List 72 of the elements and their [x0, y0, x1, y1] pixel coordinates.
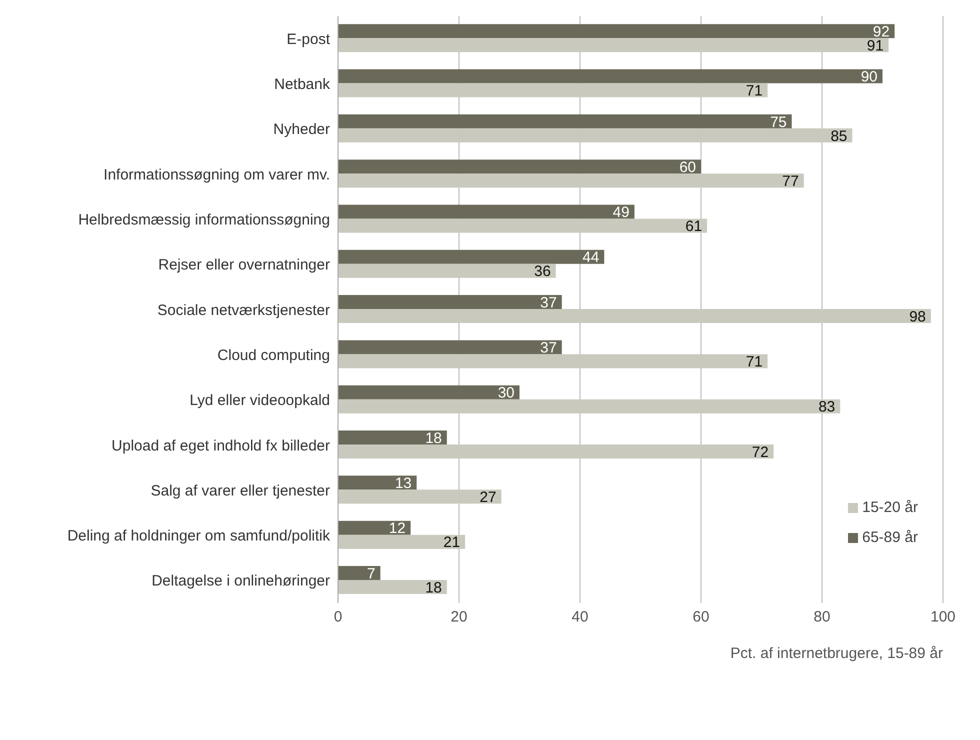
bar — [338, 520, 411, 535]
data-label: 13 — [394, 474, 412, 492]
bar — [338, 24, 895, 38]
bar — [338, 250, 604, 264]
data-label: 44 — [582, 249, 600, 266]
bar — [338, 160, 701, 174]
y-tick-label: Rejser eller overnatninger — [158, 256, 330, 274]
bar — [338, 264, 556, 278]
data-label: 71 — [746, 354, 763, 371]
x-tick-label: 80 — [814, 608, 830, 626]
bar — [338, 309, 931, 324]
bar — [338, 114, 792, 128]
bar — [338, 580, 447, 594]
data-label: 49 — [612, 204, 630, 222]
data-label: 37 — [540, 294, 557, 312]
y-tick-label: Cloud computing — [217, 346, 330, 364]
y-tick-label: Upload af eget indhold fx billeder — [112, 437, 330, 454]
y-tick-label: E-post — [286, 30, 331, 48]
data-label: 61 — [685, 218, 702, 236]
data-label: 60 — [679, 158, 696, 176]
bar — [338, 295, 562, 310]
bar — [338, 38, 889, 52]
data-label: 36 — [534, 263, 551, 280]
bar — [338, 83, 768, 98]
bar — [338, 566, 380, 580]
data-label: 71 — [746, 82, 763, 100]
y-tick-label: Deltagelse i onlinehøringer — [152, 572, 330, 590]
data-label: 30 — [498, 384, 514, 402]
y-tick-label: Lyd eller videoopkald — [190, 392, 330, 410]
data-label: 7 — [367, 565, 376, 582]
x-axis-title: Pct. af internetbrugere, 15-89 år — [730, 645, 943, 662]
data-label: 18 — [425, 579, 442, 596]
data-label: 85 — [830, 128, 848, 145]
data-label: 90 — [860, 68, 878, 86]
data-label: 21 — [443, 534, 460, 552]
bar — [338, 444, 774, 459]
y-tick-label: Informationssøgning om varer mv. — [104, 166, 330, 184]
data-label: 75 — [770, 114, 787, 131]
data-label: 98 — [909, 308, 926, 326]
data-label: 27 — [480, 488, 496, 506]
bar — [338, 128, 852, 142]
bar — [338, 385, 520, 400]
y-tick-label: Netbank — [274, 76, 330, 94]
data-label: 77 — [782, 172, 799, 190]
bar — [338, 69, 882, 84]
data-label: 72 — [752, 444, 769, 461]
data-label: 12 — [388, 520, 406, 538]
x-tick-label: 0 — [334, 608, 342, 626]
bar — [338, 204, 634, 219]
y-tick-label: Helbredsmæssig informationssøgning — [78, 212, 330, 229]
data-label: 37 — [540, 340, 557, 357]
y-tick-label: Sociale netværkstjenester — [157, 302, 330, 319]
y-tick-label: Nyheder — [273, 121, 330, 138]
x-tick-label: 60 — [692, 608, 710, 626]
bar — [338, 430, 447, 445]
y-tick-label: Salg af varer eller tjenester — [150, 482, 330, 500]
bar — [338, 490, 502, 504]
x-tick-label: 20 — [450, 608, 468, 626]
legend-label: 65-89 år — [862, 529, 918, 546]
bar — [338, 354, 768, 368]
bar — [338, 399, 840, 414]
bar — [338, 174, 804, 188]
x-tick-label: 40 — [572, 608, 588, 626]
y-tick-label: Deling af holdninger om samfund/politik — [67, 528, 330, 545]
bar — [338, 534, 466, 549]
data-label: 83 — [818, 398, 836, 416]
legend-label: 15-20 år — [862, 499, 918, 516]
data-label: 18 — [425, 430, 442, 447]
x-tick-label: 100 — [930, 608, 956, 626]
bar — [338, 218, 708, 233]
bar — [338, 476, 417, 490]
bar — [338, 340, 562, 354]
